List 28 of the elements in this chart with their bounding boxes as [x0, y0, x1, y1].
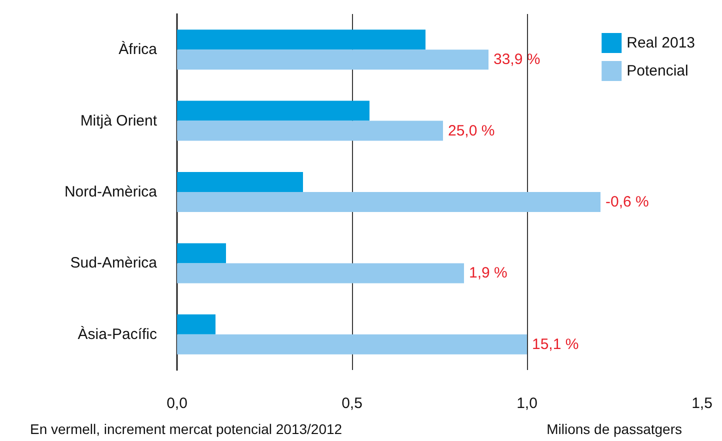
bar	[177, 30, 426, 50]
legend-label: Real 2013	[626, 34, 696, 52]
annotation: -0,6 %	[606, 194, 649, 210]
bar	[177, 100, 370, 121]
annotation: 25,0 %	[448, 122, 495, 140]
y-tick-label: Nord-Amèrica	[64, 184, 158, 200]
bar	[177, 172, 303, 192]
x-axis-title: Milions de passatgers	[546, 421, 682, 437]
legend-label: Potencial	[626, 62, 688, 80]
bar	[177, 243, 226, 264]
x-tick-label: 0,0	[166, 395, 188, 412]
y-tick-label: Mitjà Orient	[80, 112, 158, 130]
annotation: 15,1 %	[532, 336, 579, 353]
bar	[177, 50, 488, 70]
bar	[177, 334, 527, 354]
x-tick-label: 1,0	[516, 395, 538, 412]
annotation: 33,9 %	[494, 51, 540, 68]
text: En vermell, increment mercat potencial 2013/2012	[30, 421, 342, 437]
y-tick-label: Sud-Amèrica	[70, 254, 158, 272]
x-tick-label: 0,5	[342, 395, 362, 412]
bar	[177, 263, 464, 284]
bar	[177, 120, 443, 141]
annotation: 1,9 %	[469, 264, 508, 282]
bar	[177, 314, 216, 334]
x-tick-label: 1,5	[692, 395, 712, 412]
bar	[177, 192, 600, 212]
y-tick-label: Àfrica	[118, 40, 158, 58]
y-tick-label: Àsia-Pacífic	[78, 324, 158, 343]
